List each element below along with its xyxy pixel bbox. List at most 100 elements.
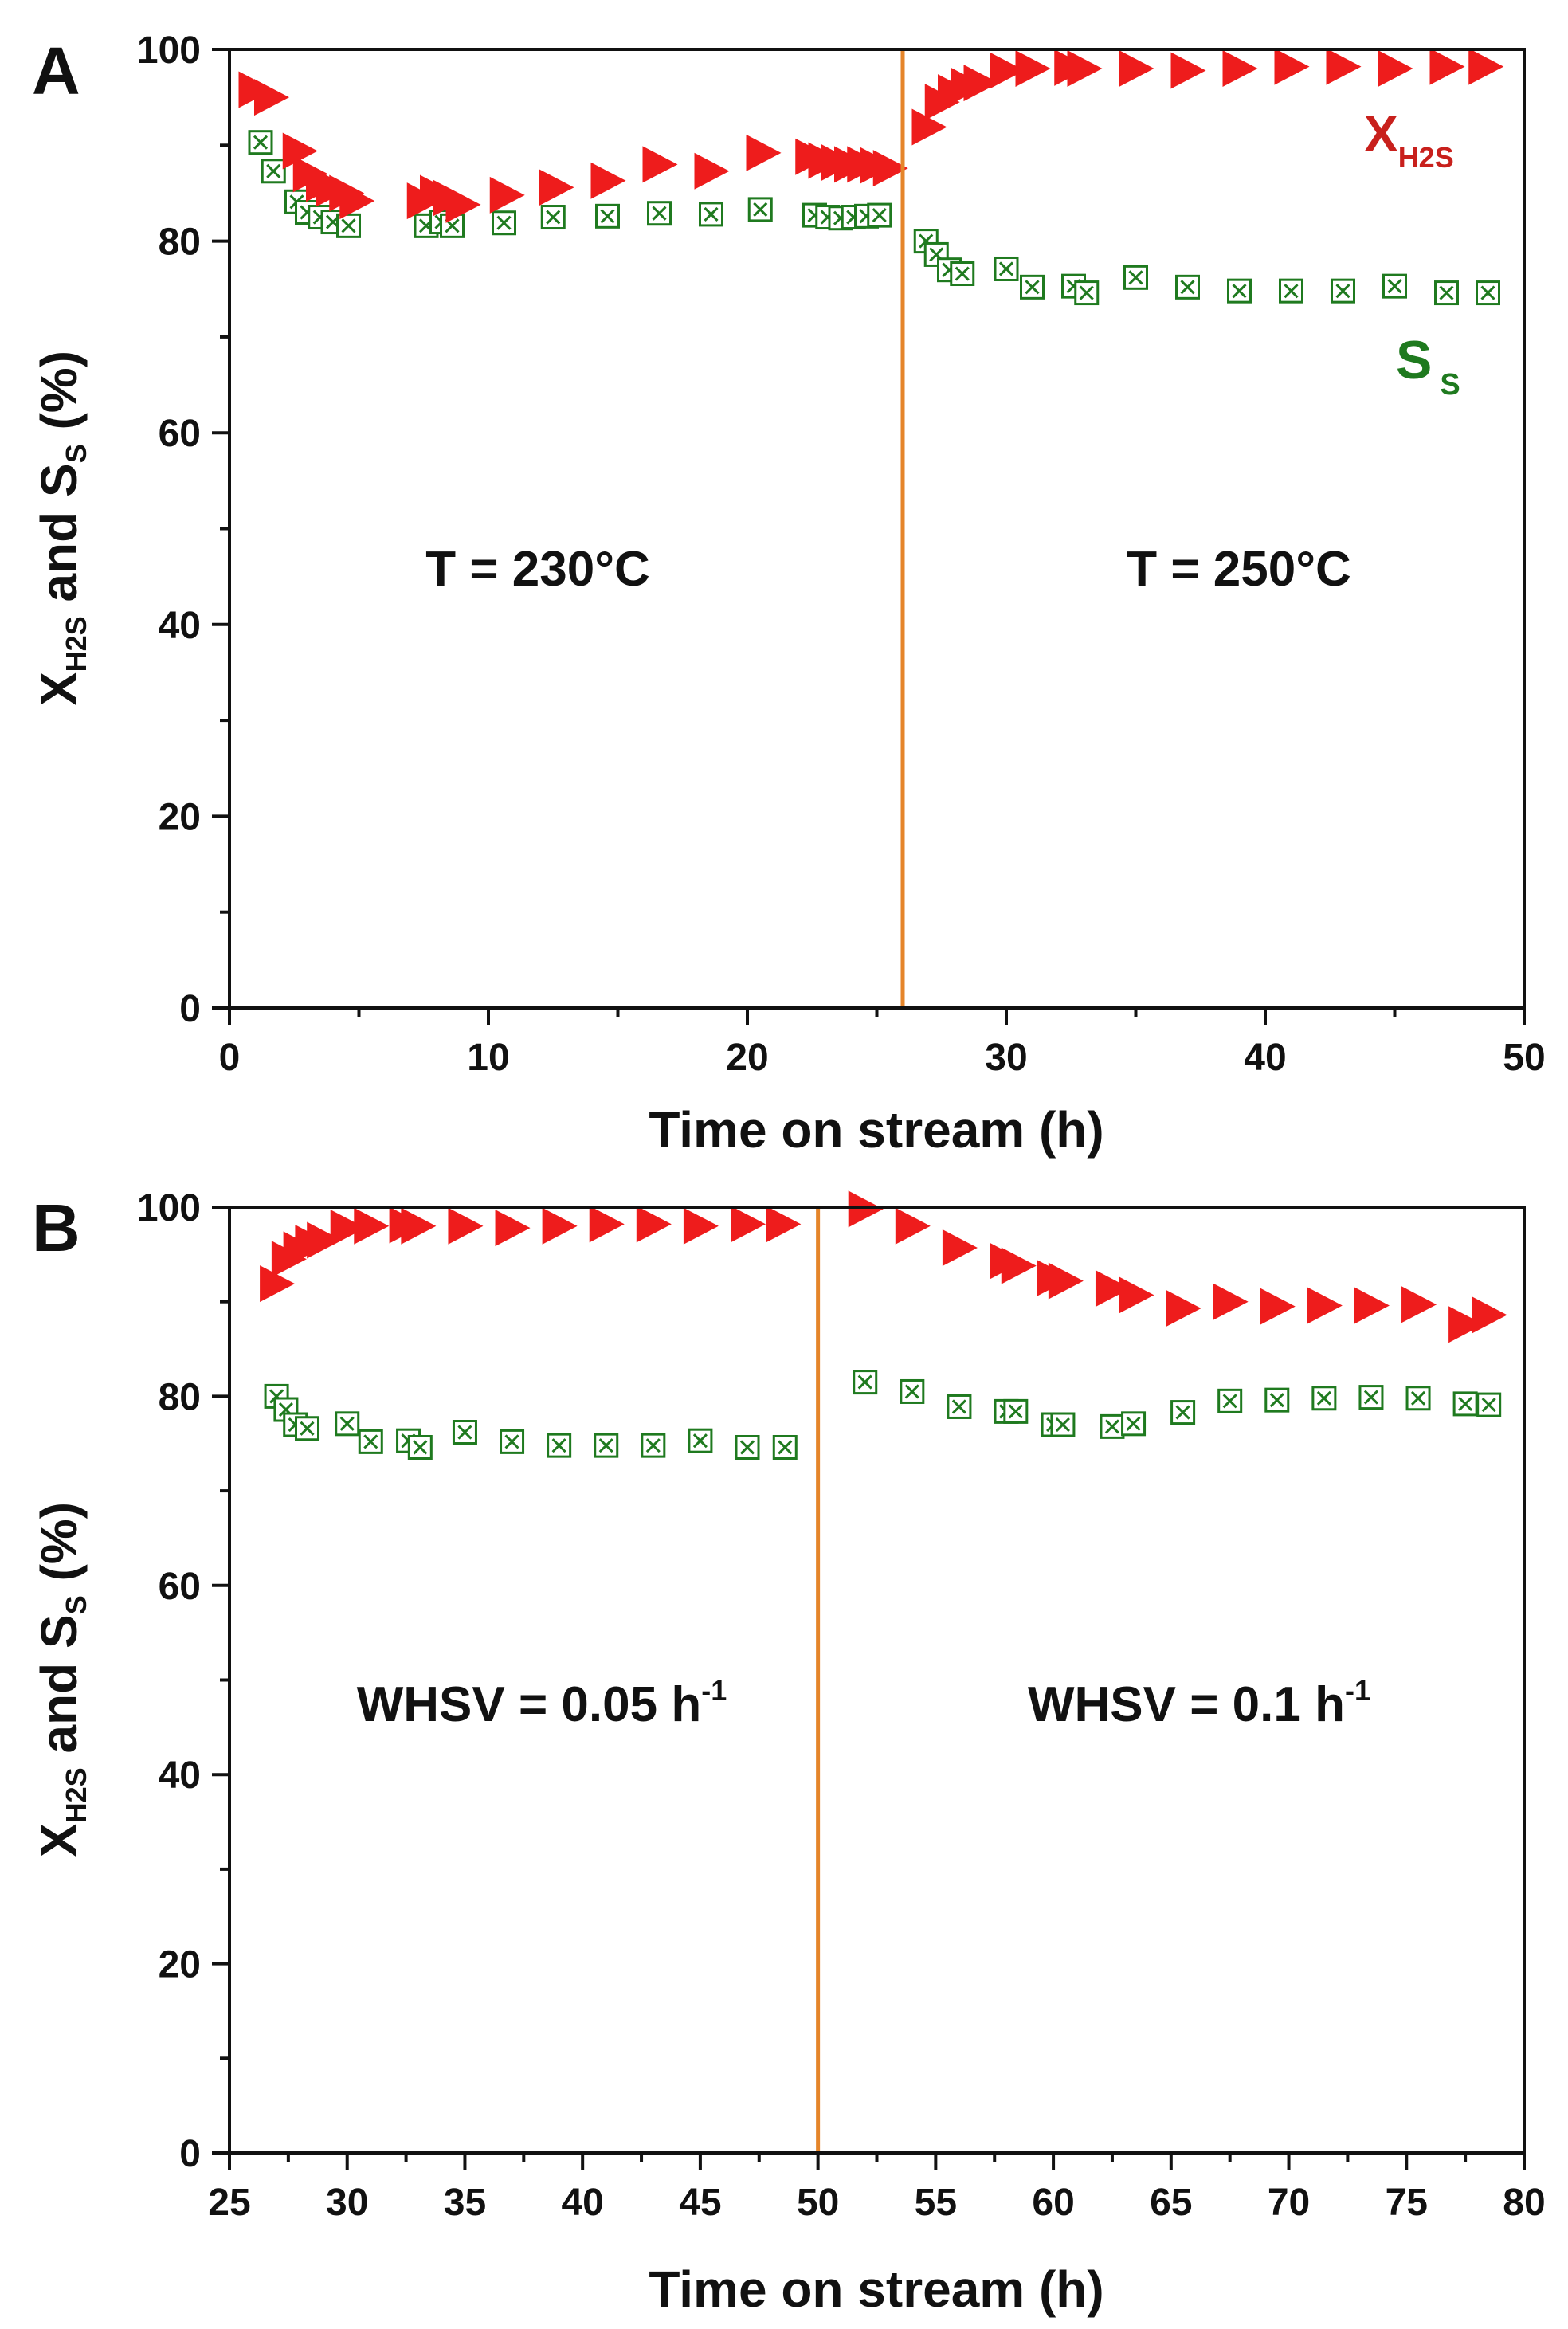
selectivity-point (1227, 278, 1252, 304)
y-tick-label: 20 (159, 1944, 201, 1986)
selectivity-point (261, 159, 286, 184)
conversion-point (282, 132, 318, 170)
conversion-point (330, 1210, 366, 1247)
region-label-right: WHSV = 0.1 h-1 (1028, 1674, 1370, 1732)
conversion-point (489, 176, 525, 214)
region-label-sup: -1 (701, 1674, 727, 1707)
axis-tick-labels: 25 30 35 40 45 50 55 60 65 70 75 80 0 20 40 60 80 100 (137, 1187, 1546, 2224)
conversion-point (495, 1210, 531, 1247)
selectivity-point (500, 1429, 525, 1454)
selectivity-point (1217, 1388, 1243, 1413)
conversion-point (1274, 48, 1310, 85)
x-tick-label: 70 (1268, 2182, 1310, 2224)
selectivity-point (452, 1420, 477, 1445)
x-tick-label: 55 (915, 2182, 957, 2224)
conversion-point (1260, 1288, 1296, 1325)
y-label-sub1: H2S (60, 1767, 92, 1823)
y-tick-label: 20 (159, 796, 201, 838)
selectivity-point (1331, 278, 1355, 304)
selectivity-point (641, 1433, 666, 1458)
conversion-point (1448, 1306, 1484, 1343)
y-tick-label: 0 (179, 988, 201, 1030)
conversion-point (872, 150, 908, 187)
marks-layer (260, 1190, 1507, 1460)
selectivity-point (335, 1411, 360, 1437)
conversion-point (848, 1190, 884, 1228)
conversion-point (542, 1207, 578, 1245)
conversion-point (746, 134, 782, 171)
selectivity-point (1434, 280, 1459, 306)
conversion-point (1472, 1296, 1507, 1334)
selectivity-point (1311, 1386, 1337, 1411)
conversion-point (401, 1207, 437, 1245)
conversion-point (1326, 48, 1362, 85)
conversion-point (636, 1206, 672, 1243)
conversion-point (1401, 1286, 1437, 1323)
selectivity-point (1476, 280, 1500, 306)
y-tick-label: 100 (137, 1187, 201, 1229)
region-label-text: T = 250°C (1127, 542, 1351, 597)
conversion-point (1354, 1287, 1390, 1324)
selectivity-point (1382, 273, 1407, 299)
x-tick-label: 60 (1032, 2182, 1074, 2224)
conversion-point (1095, 1270, 1131, 1308)
x-tick-label: 30 (985, 1037, 1027, 1079)
conversion-point (731, 1206, 766, 1243)
selectivity-point (295, 1416, 319, 1441)
selectivity-point (1279, 278, 1303, 304)
y-label-tail: (%) (30, 351, 88, 444)
conversion-point (1170, 52, 1206, 89)
selectivity-point (815, 205, 841, 230)
conversion-point (1119, 50, 1154, 88)
y-tick-label: 100 (137, 29, 201, 72)
y-label-tail: (%) (30, 1502, 88, 1595)
x-tick-label: 65 (1150, 2182, 1192, 2224)
conversion-point (307, 1221, 343, 1259)
conversion-point (1307, 1287, 1343, 1324)
selectivity-point (947, 1394, 972, 1419)
x-axis-label: Time on stream (h) (649, 1101, 1103, 1159)
y-label-sub1: H2S (60, 616, 92, 672)
conversion-point (1429, 48, 1465, 85)
x-axis-label: Time on stream (h) (649, 2260, 1103, 2318)
series-label-conversion: XH2S (1364, 105, 1454, 174)
x-tick-label: 50 (797, 2182, 839, 2224)
y-label-mid: and S (30, 463, 88, 616)
selectivity-point (1003, 1398, 1029, 1424)
y-label-main: X (30, 1823, 88, 1857)
selectivity-point (540, 205, 566, 230)
region-label-text: T = 230°C (425, 542, 650, 597)
selectivity-point (950, 261, 975, 287)
y-tick-label: 40 (159, 605, 201, 647)
selectivity-point (867, 202, 892, 228)
selectivity-point (1476, 1392, 1502, 1417)
conversion-point (1468, 48, 1504, 85)
y-label-mid: and S (30, 1614, 88, 1767)
selectivity-point (547, 1433, 572, 1458)
x-tick-label: 20 (726, 1037, 768, 1079)
conversion-point (911, 108, 947, 146)
y-axis-label: XH2S and SS (%) (30, 351, 92, 706)
x-tick-label: 0 (219, 1037, 241, 1079)
conversion-point (990, 52, 1025, 89)
y-tick-label: 40 (159, 1755, 201, 1797)
selectivity-point (735, 1434, 760, 1460)
x-tick-label: 80 (1503, 2182, 1545, 2224)
y-tick-label: 60 (159, 1566, 201, 1608)
selectivity-point (1175, 274, 1200, 300)
selectivity-point (594, 1433, 619, 1458)
conversion-point (683, 1207, 719, 1245)
region-label-left: WHSV = 0.05 h-1 (357, 1674, 727, 1732)
axis-ticks (212, 1206, 1526, 2170)
x-tick-label: 75 (1386, 2182, 1428, 2224)
selectivity-point (1074, 280, 1100, 306)
selectivity-point (1123, 265, 1148, 290)
y-tick-label: 60 (159, 413, 201, 455)
region-label-text: WHSV = 0.05 h (357, 1677, 701, 1732)
conversion-point (1001, 1247, 1037, 1284)
y-tick-label: 80 (159, 222, 201, 264)
selectivity-point (407, 1434, 433, 1460)
conversion-point (895, 1207, 931, 1245)
